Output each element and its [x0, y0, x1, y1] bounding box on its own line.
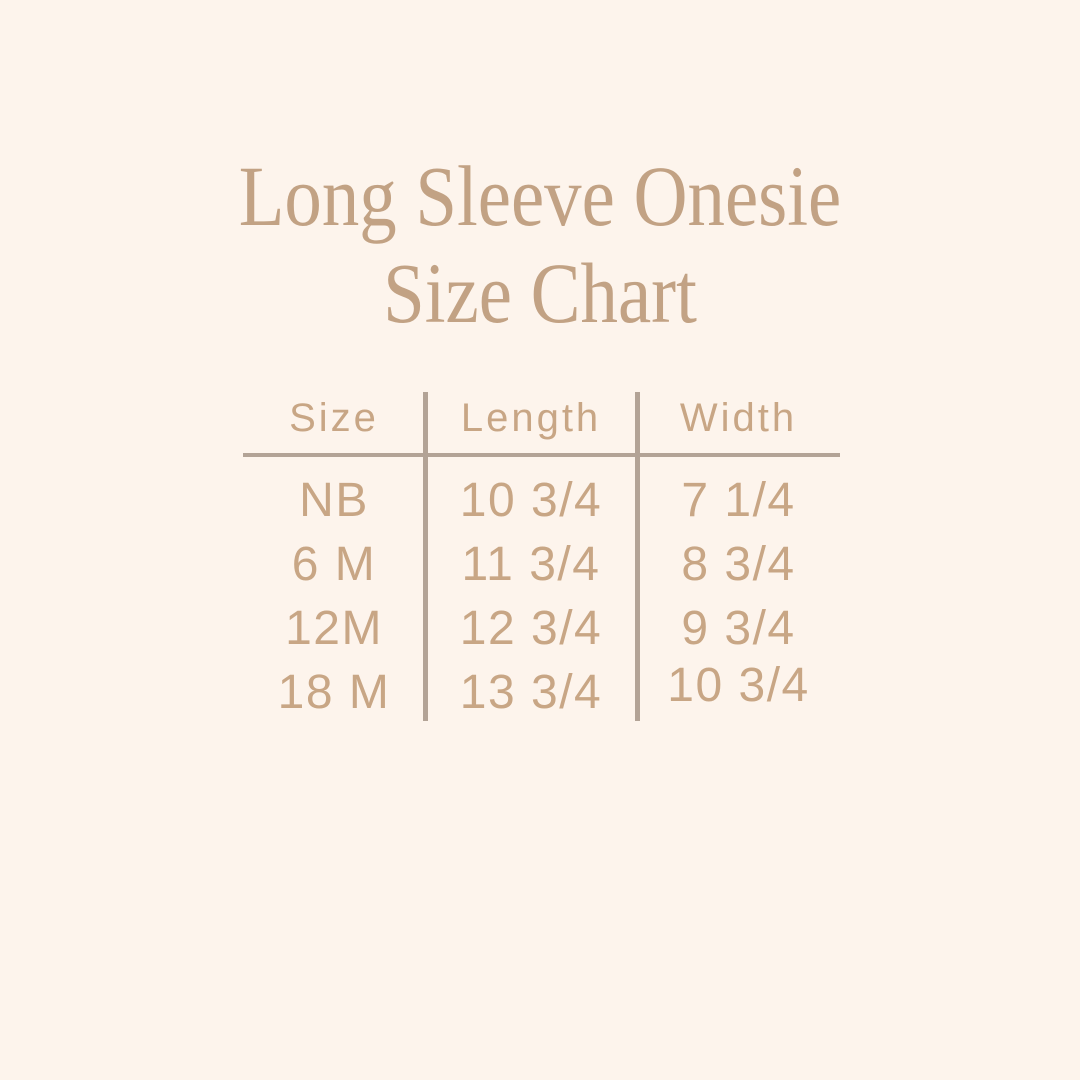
page-title: Long Sleeve Onesie Size Chart — [70, 148, 1010, 342]
title-line-1: Long Sleeve Onesie — [238, 148, 842, 244]
table-row: 12M 12 3/4 9 3/4 — [243, 596, 840, 660]
table-row: 6 M 11 3/4 8 3/4 — [243, 532, 840, 596]
cell-size: 6 M — [291, 537, 377, 591]
cell-length: 12 3/4 — [459, 601, 603, 655]
column-header-size: Size — [289, 395, 379, 440]
cell-width: 10 3/4 — [667, 658, 810, 712]
table-row: NB 10 3/4 7 1/4 — [243, 468, 840, 532]
cell-length: 10 3/4 — [459, 473, 603, 527]
cell-size: 12M — [285, 601, 383, 655]
table-header-row: Size Length Width — [243, 386, 840, 450]
title-line-2: Size Chart — [383, 245, 697, 341]
table-column-divider-2 — [635, 392, 640, 721]
column-header-width: Width — [679, 395, 798, 440]
table-header-divider — [243, 453, 840, 457]
cell-size: NB — [299, 473, 369, 527]
cell-size: 18 M — [277, 665, 391, 719]
cell-length: 11 3/4 — [461, 537, 601, 591]
table-column-divider-1 — [423, 392, 428, 721]
table-row: 18 M 13 3/4 10 3/4 — [243, 658, 840, 724]
cell-width: 9 3/4 — [681, 601, 796, 655]
cell-length: 13 3/4 — [459, 665, 603, 719]
cell-width: 8 3/4 — [681, 537, 796, 591]
cell-width: 7 1/4 — [681, 473, 796, 527]
column-header-length: Length — [460, 395, 602, 440]
